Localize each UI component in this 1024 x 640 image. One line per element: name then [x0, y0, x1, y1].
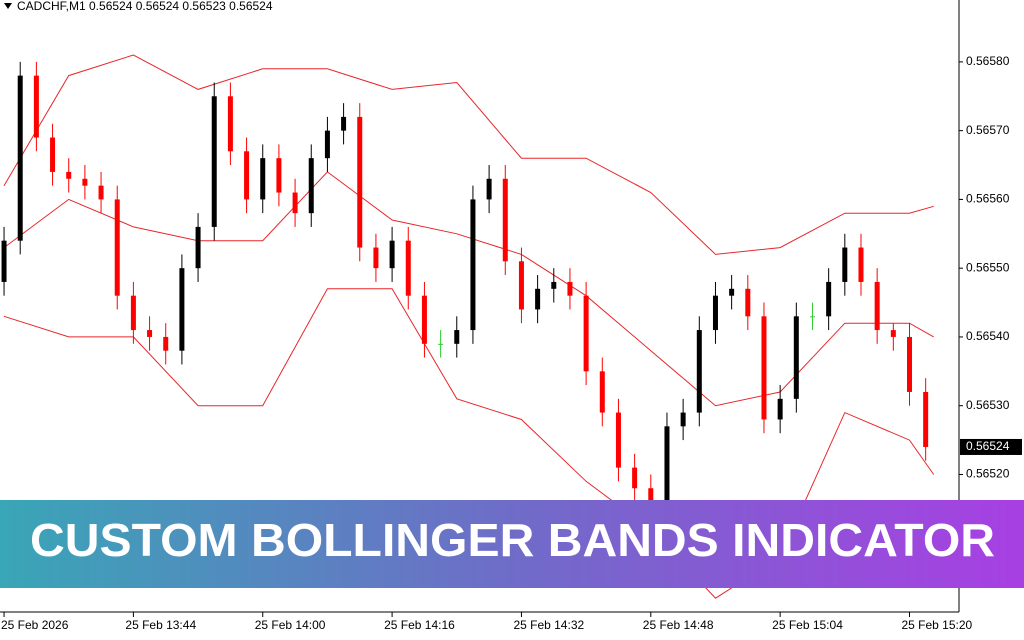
candle-body	[98, 185, 104, 200]
candle-body	[632, 467, 638, 489]
candle-body	[809, 316, 815, 318]
candle-body	[33, 75, 39, 138]
candle-body	[1, 240, 7, 282]
symbol-header: CADCHF,M1 0.56524 0.56524 0.56523 0.5652…	[17, 0, 273, 13]
candle-body	[551, 281, 557, 289]
candle-body	[17, 75, 23, 241]
candle-body	[535, 288, 541, 310]
candle-body	[777, 398, 783, 420]
candle-body	[389, 240, 395, 269]
x-tick-label: 25 Feb 15:04	[772, 618, 843, 632]
candle-body	[276, 158, 282, 193]
candle-body	[179, 268, 185, 351]
y-tick-label: 0.56550	[966, 260, 1010, 274]
candle-body	[244, 151, 250, 200]
candle-body	[486, 178, 492, 200]
y-tick-label: 0.56520	[966, 467, 1010, 481]
x-tick-label: 25 Feb 15:20	[901, 618, 972, 632]
candle-body	[923, 391, 929, 447]
x-tick-label: 25 Feb 14:32	[513, 618, 584, 632]
candle-body	[341, 116, 347, 131]
candle-body	[147, 330, 153, 337]
candle-body	[260, 158, 266, 200]
candle-body	[438, 343, 444, 345]
candle-body	[324, 130, 330, 159]
y-tick-label: 0.56540	[966, 329, 1010, 343]
candle-body	[842, 247, 848, 282]
candle-body	[195, 226, 201, 269]
candle-body	[712, 295, 718, 331]
candle-body	[50, 137, 56, 172]
candle-body	[696, 330, 702, 413]
plot-area	[1, 54, 935, 599]
band-middle	[3, 171, 934, 407]
candle-body	[761, 316, 767, 420]
candle-body	[308, 158, 314, 214]
current-price-box	[960, 438, 1022, 455]
symbol-menu-arrow[interactable]	[4, 3, 12, 9]
candle-body	[729, 288, 735, 296]
candle-body	[745, 288, 751, 317]
candle-body	[163, 336, 169, 351]
candle-body	[518, 261, 524, 310]
y-tick-label: 0.56530	[966, 398, 1010, 412]
band-upper	[3, 54, 934, 255]
candle-body	[826, 281, 832, 317]
candle-body	[502, 178, 508, 262]
banner	[0, 500, 1024, 588]
x-tick-label: 25 Feb 14:48	[643, 618, 714, 632]
x-tick-label: 25 Feb 2026	[1, 618, 69, 632]
candle-body	[615, 412, 621, 468]
candle-body	[890, 330, 896, 337]
candle-body	[82, 178, 88, 186]
candle-body	[405, 240, 411, 296]
candle-body	[583, 295, 589, 372]
candle-body	[567, 281, 573, 296]
candle-body	[227, 96, 233, 152]
candle-body	[599, 371, 605, 413]
candle-body	[680, 412, 686, 427]
candle-body	[470, 199, 476, 331]
candle-body	[421, 295, 427, 344]
y-tick-label: 0.56570	[966, 123, 1010, 137]
candle-body	[793, 316, 799, 399]
candle-body	[454, 330, 460, 344]
candle-body	[906, 336, 912, 392]
banner-text: CUSTOM BOLLINGER BANDS INDICATOR	[30, 514, 995, 566]
candle-body	[292, 192, 298, 214]
candle-body	[874, 281, 880, 331]
candle-body	[211, 96, 217, 227]
candle-body	[357, 116, 363, 248]
x-tick-label: 25 Feb 14:00	[255, 618, 326, 632]
candle-body	[648, 488, 654, 502]
x-tick-label: 25 Feb 13:44	[125, 618, 196, 632]
candle-body	[66, 171, 72, 179]
candle-body	[130, 295, 136, 331]
candle-body	[373, 247, 379, 269]
band-lower	[3, 288, 935, 599]
current-price-label: 0.56524	[966, 439, 1010, 453]
candle-body	[664, 426, 670, 502]
y-tick-label: 0.56580	[966, 54, 1010, 68]
y-tick-label: 0.56560	[966, 192, 1010, 206]
x-tick-label: 25 Feb 14:16	[384, 618, 455, 632]
candle-body	[858, 247, 864, 282]
candle-body	[114, 199, 120, 296]
